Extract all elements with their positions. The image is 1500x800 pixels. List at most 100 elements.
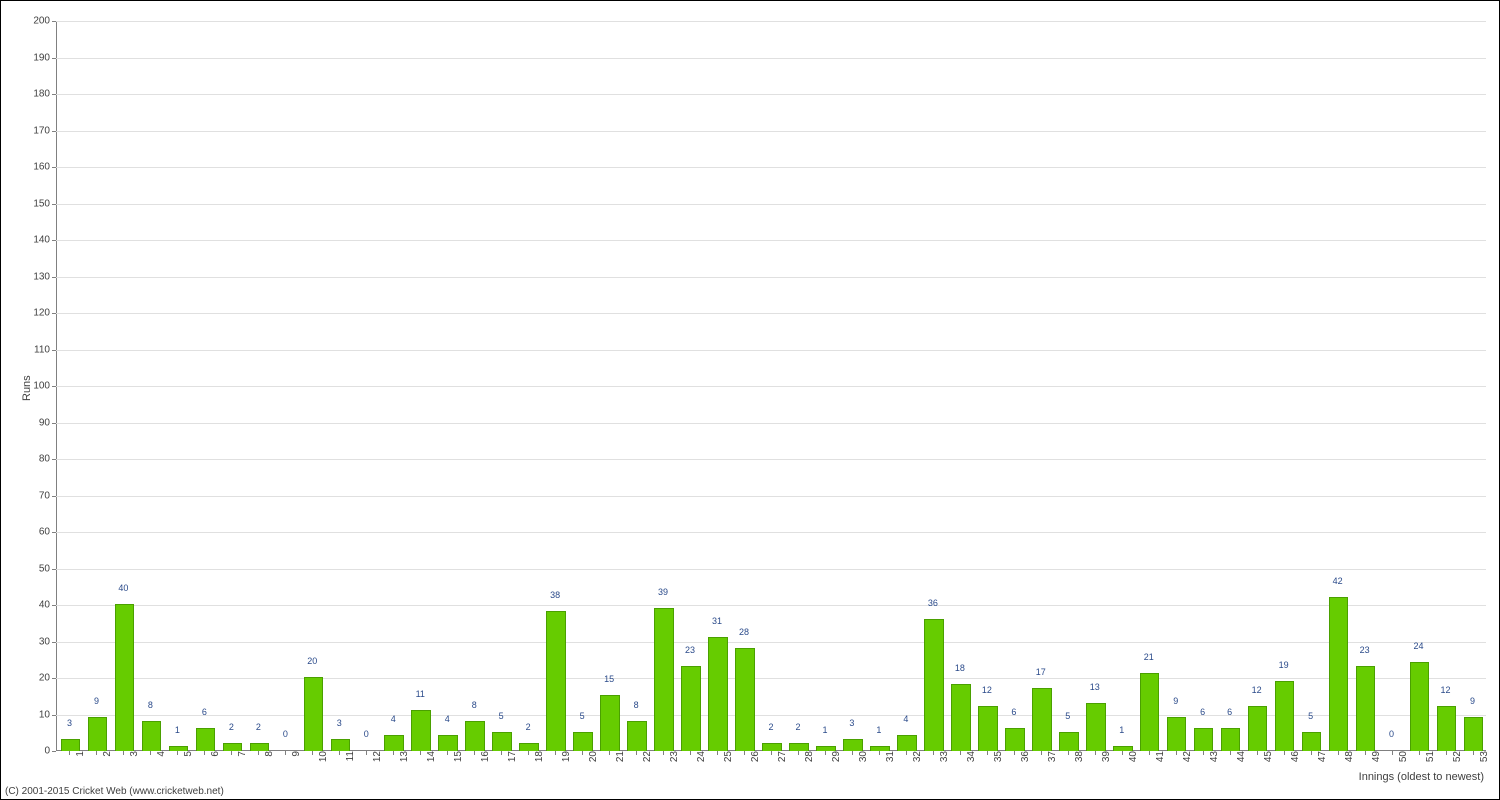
bar-value-label: 6 xyxy=(1011,707,1016,717)
bar-value-label: 2 xyxy=(795,722,800,732)
x-tick-label: 5 xyxy=(173,751,194,757)
bar-value-label: 12 xyxy=(1252,685,1262,695)
x-tick-label: 38 xyxy=(1064,751,1085,762)
x-tick-label: 29 xyxy=(821,751,842,762)
gridline xyxy=(56,131,1486,132)
bar xyxy=(1059,732,1079,751)
bar-value-label: 9 xyxy=(1173,696,1178,706)
bar xyxy=(1032,688,1052,751)
x-tick-label: 33 xyxy=(929,751,950,762)
bar xyxy=(1086,703,1106,751)
bar xyxy=(978,706,998,751)
gridline xyxy=(56,605,1486,606)
bar xyxy=(1437,706,1457,751)
x-tick-label: 31 xyxy=(875,751,896,762)
bar-value-label: 21 xyxy=(1144,652,1154,662)
gridline xyxy=(56,459,1486,460)
gridline xyxy=(56,386,1486,387)
bar xyxy=(1302,732,1322,751)
y-tick-label: 150 xyxy=(33,198,56,209)
gridline xyxy=(56,204,1486,205)
bar-value-label: 0 xyxy=(364,729,369,739)
bar xyxy=(1329,597,1349,751)
x-tick-label: 50 xyxy=(1388,751,1409,762)
x-tick-label: 46 xyxy=(1280,751,1301,762)
bar-value-label: 3 xyxy=(337,718,342,728)
bar xyxy=(843,739,863,751)
bar-value-label: 12 xyxy=(1441,685,1451,695)
bar-value-label: 18 xyxy=(955,663,965,673)
bar xyxy=(951,684,971,751)
gridline xyxy=(56,423,1486,424)
bar-value-label: 31 xyxy=(712,616,722,626)
x-tick-label: 25 xyxy=(713,751,734,762)
bar-value-label: 3 xyxy=(67,718,72,728)
x-tick-label: 22 xyxy=(632,751,653,762)
bar-value-label: 24 xyxy=(1414,641,1424,651)
x-tick-label: 36 xyxy=(1010,751,1031,762)
bar-value-label: 40 xyxy=(118,583,128,593)
x-tick-label: 45 xyxy=(1253,751,1274,762)
bar xyxy=(1248,706,1268,751)
bar xyxy=(708,637,728,751)
x-tick-label: 16 xyxy=(470,751,491,762)
bar xyxy=(627,721,647,751)
x-tick-label: 6 xyxy=(200,751,221,757)
x-tick-label: 37 xyxy=(1037,751,1058,762)
bar-value-label: 36 xyxy=(928,598,938,608)
bar xyxy=(142,721,162,751)
x-tick-label: 35 xyxy=(983,751,1004,762)
bar xyxy=(438,735,458,751)
x-tick-label: 19 xyxy=(551,751,572,762)
bar-value-label: 2 xyxy=(256,722,261,732)
gridline xyxy=(56,240,1486,241)
x-tick-label: 14 xyxy=(416,751,437,762)
bar-value-label: 5 xyxy=(499,711,504,721)
bar-value-label: 23 xyxy=(1360,645,1370,655)
bar xyxy=(196,728,216,751)
x-tick-label: 9 xyxy=(281,751,302,757)
gridline xyxy=(56,496,1486,497)
x-tick-label: 49 xyxy=(1361,751,1382,762)
bar-value-label: 1 xyxy=(1119,725,1124,735)
y-tick-label: 160 xyxy=(33,162,56,173)
chart-frame: 0102030405060708090100110120130140150160… xyxy=(0,0,1500,800)
x-tick-label: 18 xyxy=(524,751,545,762)
gridline xyxy=(56,58,1486,59)
bar-value-label: 4 xyxy=(445,714,450,724)
x-tick-label: 23 xyxy=(659,751,680,762)
x-tick-label: 39 xyxy=(1091,751,1112,762)
bar-value-label: 3 xyxy=(849,718,854,728)
bar-value-label: 0 xyxy=(1389,729,1394,739)
x-tick-label: 3 xyxy=(119,751,140,757)
bar xyxy=(573,732,593,751)
bar xyxy=(681,666,701,751)
x-tick-label: 10 xyxy=(308,751,329,762)
bar xyxy=(492,732,512,751)
bar-value-label: 6 xyxy=(1200,707,1205,717)
x-tick-label: 2 xyxy=(92,751,113,757)
y-tick-label: 10 xyxy=(39,709,56,720)
x-tick-label: 20 xyxy=(578,751,599,762)
bar-value-label: 12 xyxy=(982,685,992,695)
gridline xyxy=(56,350,1486,351)
y-tick-label: 180 xyxy=(33,89,56,100)
x-tick-label: 41 xyxy=(1145,751,1166,762)
bar xyxy=(897,735,917,751)
x-tick-label: 47 xyxy=(1307,751,1328,762)
bar xyxy=(61,739,81,751)
x-tick-label: 40 xyxy=(1118,751,1139,762)
bar-value-label: 9 xyxy=(94,696,99,706)
bar-value-label: 38 xyxy=(550,590,560,600)
bar xyxy=(1356,666,1376,751)
bar xyxy=(1005,728,1025,751)
x-axis-title: Innings (oldest to newest) xyxy=(1359,771,1484,783)
bar-value-label: 8 xyxy=(148,700,153,710)
x-tick-label: 15 xyxy=(443,751,464,762)
bar-value-label: 9 xyxy=(1470,696,1475,706)
bar-value-label: 17 xyxy=(1036,667,1046,677)
y-tick-label: 60 xyxy=(39,527,56,538)
x-tick-label: 12 xyxy=(362,751,383,762)
y-tick-label: 70 xyxy=(39,490,56,501)
bar-value-label: 2 xyxy=(526,722,531,732)
